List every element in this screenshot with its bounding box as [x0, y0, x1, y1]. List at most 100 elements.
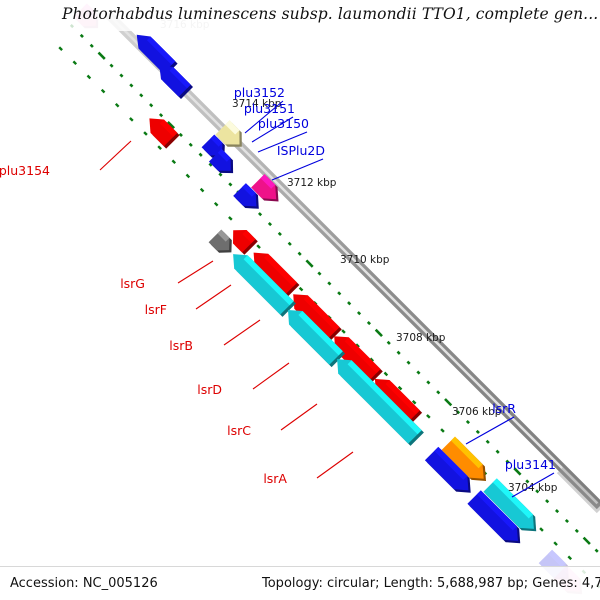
gene-label-plu3141[interactable]: plu3141	[505, 457, 556, 472]
gene-arrow[interactable]	[334, 336, 383, 385]
ruler-tick	[341, 329, 346, 334]
gene-arrow[interactable]	[293, 294, 342, 343]
ruler-tick	[535, 489, 540, 494]
gene-arrow[interactable]	[253, 252, 300, 299]
gene-arrow-body[interactable]	[293, 294, 340, 341]
gene-arrow-glyphs[interactable]	[73, 3, 583, 595]
ruler-tick	[149, 103, 154, 108]
ruler-tick-marks	[58, 23, 600, 589]
gene-arrow-body[interactable]	[424, 446, 469, 491]
page-title: Photorhabdus luminescens subsp. laumondi…	[62, 5, 599, 23]
gene-label-ISPlu2D[interactable]: ISPlu2D	[277, 143, 325, 158]
ruler-tick	[171, 159, 177, 165]
gene-arrow-body[interactable]	[159, 65, 191, 97]
status-sequence-info: Topology: circular; Length: 5,688,987 bp…	[262, 576, 600, 591]
gene-label-lsrD[interactable]: lsrD	[197, 382, 222, 397]
gene-arrow-body[interactable]	[334, 336, 381, 383]
ruler-tick	[213, 201, 219, 207]
ruler-tick	[188, 142, 193, 147]
gene-arrow[interactable]	[233, 183, 259, 209]
gene-label-lsrB[interactable]: lsrB	[169, 338, 193, 353]
gene-label-plu3152[interactable]: plu3152	[234, 85, 285, 100]
ruler-tick	[114, 102, 120, 108]
ruler-tick	[256, 244, 261, 249]
gene-arrow[interactable]	[441, 436, 486, 481]
ruler-tick	[411, 399, 417, 405]
ruler-tick	[228, 216, 233, 221]
gene-arrow-highlight	[451, 436, 483, 469]
ruler-tick	[574, 528, 579, 533]
gene-arrow[interactable]	[337, 359, 424, 446]
gene-label-leader-line	[99, 140, 132, 171]
ruler-tick	[406, 360, 411, 365]
gene-arrow-body[interactable]	[288, 310, 343, 365]
ruler-tick	[440, 428, 445, 433]
gene-arrow[interactable]	[424, 446, 471, 493]
ruler-tick	[305, 259, 314, 268]
gene-arrow[interactable]	[136, 34, 178, 76]
gene-arrow[interactable]	[288, 310, 346, 368]
gene-label-lsrF[interactable]: lsrF	[145, 302, 167, 317]
ruler-tick	[257, 212, 263, 217]
gene-arrow[interactable]	[233, 254, 296, 317]
gene-arrow-body[interactable]	[483, 478, 534, 529]
gene-arrow[interactable]	[374, 378, 423, 427]
gene-label-leader-line	[251, 116, 294, 143]
ruler-tick	[525, 479, 530, 484]
gene-arrow[interactable]	[149, 118, 180, 149]
gene-arrow-body[interactable]	[374, 378, 420, 424]
gene-label-plu3151[interactable]: plu3151	[244, 101, 295, 116]
ruler-tick	[374, 328, 383, 338]
gene-arrow-body[interactable]	[467, 490, 518, 541]
gene-arrow[interactable]	[251, 174, 279, 202]
gene-arrow-highlight	[242, 183, 256, 197]
gene-arrow[interactable]	[208, 148, 234, 174]
ruler-tick	[139, 93, 144, 98]
ruler-tick	[396, 350, 401, 355]
gene-arrow[interactable]	[233, 230, 258, 255]
ruler-tick	[545, 499, 550, 504]
gene-arrow-highlight	[169, 67, 191, 89]
gene-arrow-highlight	[146, 36, 176, 65]
gene-arrow[interactable]	[483, 478, 537, 532]
gene-arrow-highlight	[476, 490, 517, 531]
gene-arrow-highlight	[210, 134, 223, 147]
gene-arrow-body[interactable]	[441, 436, 484, 479]
gene-arrow-body[interactable]	[149, 118, 178, 147]
gene-label-lsrA[interactable]: lsrA	[263, 471, 287, 486]
gene-arrow[interactable]	[215, 120, 242, 147]
gene-arrow[interactable]	[159, 65, 193, 99]
ruler-tick	[397, 385, 403, 391]
gene-label-lsrC[interactable]: lsrC	[227, 423, 251, 438]
ruler-position-label: 3710 kbp	[340, 254, 390, 266]
gene-label-plu3150[interactable]: plu3150	[258, 116, 309, 131]
gene-label-lsrR[interactable]: lsrR	[492, 401, 516, 416]
gene-arrow[interactable]	[208, 229, 232, 253]
ruler-tick	[337, 291, 342, 296]
gene-arrow-body[interactable]	[233, 254, 294, 315]
gene-arrow-highlight	[298, 311, 343, 356]
gene-arrow-body[interactable]	[136, 34, 176, 74]
gene-arrow-highlight	[385, 380, 420, 415]
gene-label-layer[interactable]: plu3154plu3152plu3151plu3150ISPlu2DlsrGl…	[0, 85, 556, 498]
gene-arrow[interactable]	[467, 490, 521, 544]
gene-arrow-body[interactable]	[337, 359, 422, 444]
ruler-tick	[157, 145, 162, 150]
ruler-tick	[208, 162, 213, 167]
ruler-tick	[567, 555, 573, 561]
ruler-tick	[444, 398, 453, 407]
ruler-tick	[513, 467, 522, 476]
gene-arrow-highlight	[217, 229, 230, 242]
ruler-tick	[317, 271, 322, 276]
gene-label-plu3154[interactable]: plu3154	[0, 163, 50, 178]
gene-arrow-highlight	[434, 446, 468, 480]
ruler-tick	[119, 73, 124, 78]
ruler-tick	[185, 173, 191, 179]
gene-arrow-body[interactable]	[253, 252, 298, 297]
ruler-tick	[277, 231, 282, 237]
gene-label-lsrG[interactable]: lsrG	[120, 276, 145, 291]
ruler-tick	[297, 251, 302, 256]
ruler-tick	[89, 43, 94, 48]
